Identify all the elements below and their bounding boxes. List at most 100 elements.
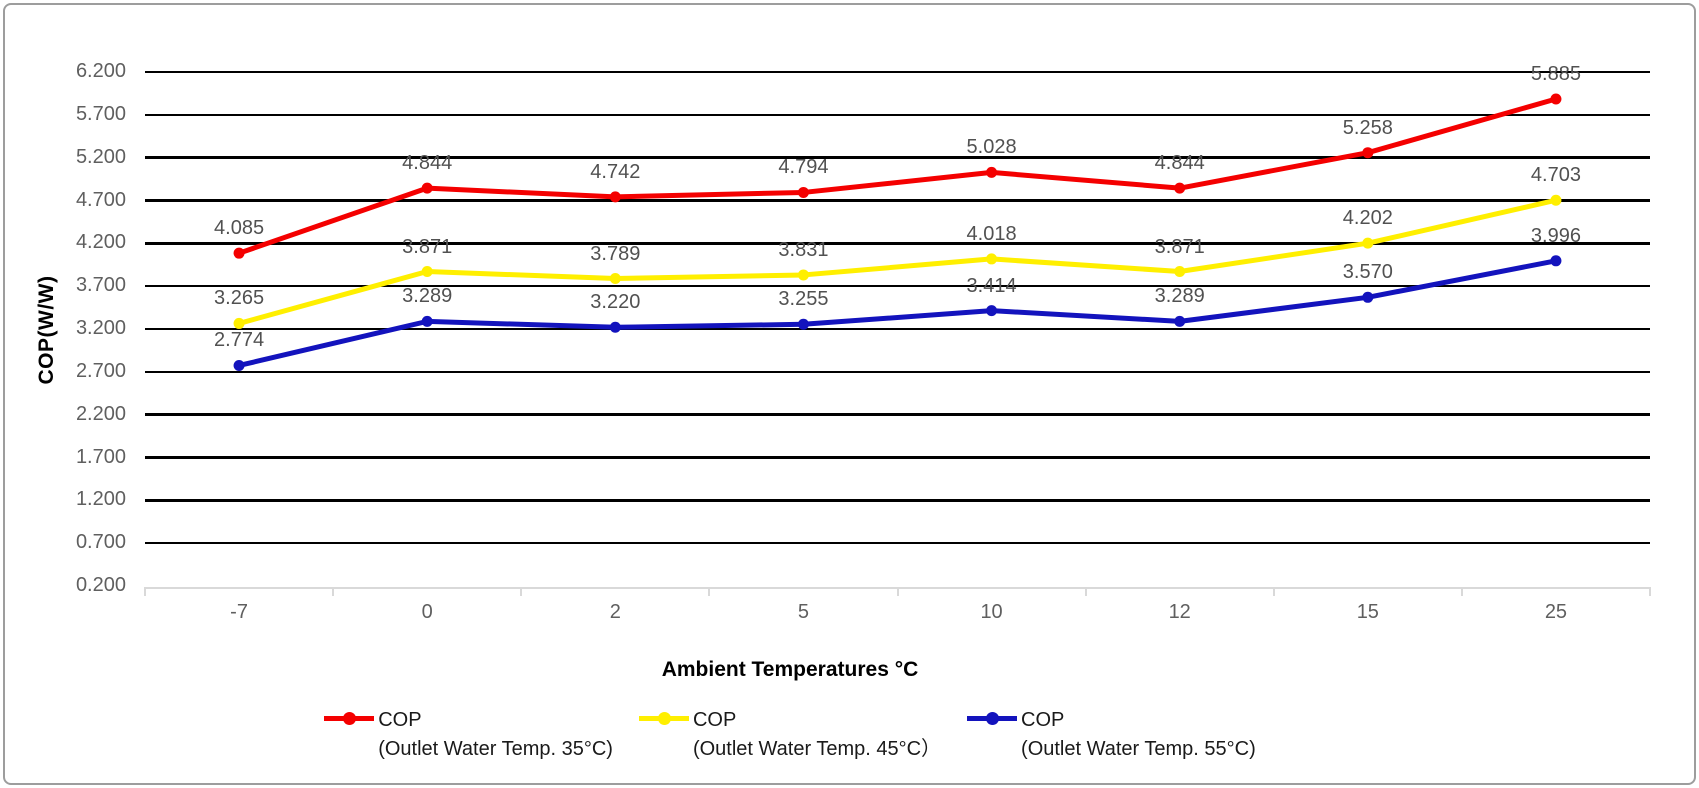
axis-tick <box>1649 587 1651 596</box>
data-point <box>1550 194 1562 206</box>
data-point <box>1550 255 1562 267</box>
legend-item: COP (Outlet Water Temp. 45°C） <box>638 706 941 764</box>
data-point <box>1362 237 1374 249</box>
data-point-label: 5.258 <box>1342 116 1393 139</box>
data-point-label: 5.028 <box>966 136 1017 159</box>
data-point <box>421 182 433 194</box>
x-tick-label: 2 <box>609 601 621 623</box>
gridline <box>145 370 1650 374</box>
data-point <box>986 166 998 178</box>
data-point-label: 3.831 <box>778 238 829 261</box>
series-line <box>236 258 1559 368</box>
data-point-label: 4.085 <box>214 217 265 240</box>
y-tick-label: 1.700 <box>75 445 126 468</box>
axis-tick <box>144 587 146 596</box>
data-point-label: 4.844 <box>1154 152 1205 175</box>
legend-label-series: COP <box>378 709 422 731</box>
gridline <box>145 156 1650 159</box>
data-point <box>986 253 998 265</box>
y-tick-label: 5.700 <box>75 102 126 125</box>
data-point-label: 3.789 <box>590 242 641 265</box>
data-point <box>233 359 245 371</box>
data-point <box>1174 182 1186 194</box>
data-point-label: 3.289 <box>402 285 453 308</box>
data-point-label: 4.742 <box>590 160 641 183</box>
data-point-label: 4.844 <box>402 152 453 175</box>
x-tick-label: -7 <box>230 601 248 623</box>
gridline <box>145 242 1650 245</box>
data-point <box>609 273 621 285</box>
data-point-label: 5.885 <box>1530 62 1581 85</box>
legend-dot-icon <box>986 712 1000 725</box>
legend-marker <box>967 706 1018 730</box>
legend: COP (Outlet Water Temp. 35°C) COP (Outlet W… <box>0 706 1580 764</box>
data-point-label: 4.794 <box>778 156 829 179</box>
legend-label-series: COP <box>1021 709 1065 731</box>
legend-marker <box>638 706 689 730</box>
data-point-label: 4.018 <box>966 222 1017 245</box>
data-point-label: 4.202 <box>1342 207 1393 230</box>
data-point-label: 2.774 <box>214 329 265 352</box>
x-tick-label: 25 <box>1544 601 1568 623</box>
y-tick-label: 0.700 <box>75 531 126 554</box>
x-tick-label: 12 <box>1168 601 1191 623</box>
series-line <box>236 197 1559 326</box>
series-plot <box>233 93 1562 371</box>
data-point <box>1174 315 1186 327</box>
gridline <box>145 327 1650 331</box>
data-point <box>1362 147 1374 159</box>
y-tick-label: 3.200 <box>75 317 126 339</box>
legend-dot-icon <box>657 712 671 725</box>
data-point-label: 4.703 <box>1530 164 1581 187</box>
legend-item: COP (Outlet Water Temp. 55°C) <box>967 706 1256 764</box>
data-point <box>797 186 809 198</box>
x-tick-label: 0 <box>421 601 433 623</box>
gridline <box>145 499 1650 502</box>
legend-item: COP (Outlet Water Temp. 35°C) <box>324 706 613 764</box>
data-point <box>421 266 433 278</box>
legend-label-series: COP <box>692 709 737 731</box>
data-point-label: 3.289 <box>1154 285 1205 308</box>
axis-tick <box>520 587 523 596</box>
axis-tick <box>332 587 335 596</box>
data-point-label: 3.220 <box>590 291 641 314</box>
data-point <box>233 247 245 259</box>
legend-label: COP (Outlet Water Temp. 55°C) <box>1021 706 1256 764</box>
y-tick-label: 4.200 <box>75 231 126 254</box>
axis-tick <box>708 587 711 596</box>
y-tick-label: 2.200 <box>75 402 126 425</box>
gridline <box>145 113 1650 117</box>
x-axis-title: Ambient Temperatures °C <box>661 658 919 681</box>
data-point <box>1362 291 1374 303</box>
legend-label-condition: (Outlet Water Temp. 45°C） <box>692 738 942 760</box>
data-point <box>609 321 621 333</box>
legend-label: COP (Outlet Water Temp. 45°C） <box>693 706 941 764</box>
y-tick-label: 4.700 <box>75 188 126 211</box>
gridline <box>145 413 1650 416</box>
legend-label: COP (Outlet Water Temp. 35°C) <box>378 706 613 764</box>
legend-label-condition: (Outlet Water Temp. 55°C) <box>1021 738 1256 760</box>
gridline <box>145 456 1650 459</box>
y-tick-label: 3.700 <box>75 274 126 297</box>
data-point-label: 3.265 <box>214 287 265 310</box>
legend-marker <box>324 706 375 730</box>
y-tick-label: 6.200 <box>75 60 126 82</box>
y-tick-label: 5.200 <box>75 145 126 168</box>
axis-tick <box>1460 587 1463 596</box>
data-point-label: 3.255 <box>778 288 829 311</box>
series-line <box>236 96 1559 256</box>
x-tick-label: 10 <box>980 601 1003 623</box>
data-point <box>797 269 809 281</box>
axis-tick <box>896 587 899 596</box>
gridline <box>145 541 1650 545</box>
data-point <box>233 317 245 329</box>
y-tick-label: 2.700 <box>75 359 126 382</box>
data-point-label: 3.570 <box>1342 261 1393 284</box>
data-point-label: 3.996 <box>1530 224 1581 247</box>
data-point <box>1174 266 1186 278</box>
gridline <box>145 284 1650 288</box>
y-tick-label: 0.200 <box>75 574 126 596</box>
x-tick-label: 5 <box>797 601 809 623</box>
data-point <box>986 305 998 317</box>
legend-label-condition: (Outlet Water Temp. 35°C) <box>378 738 613 760</box>
